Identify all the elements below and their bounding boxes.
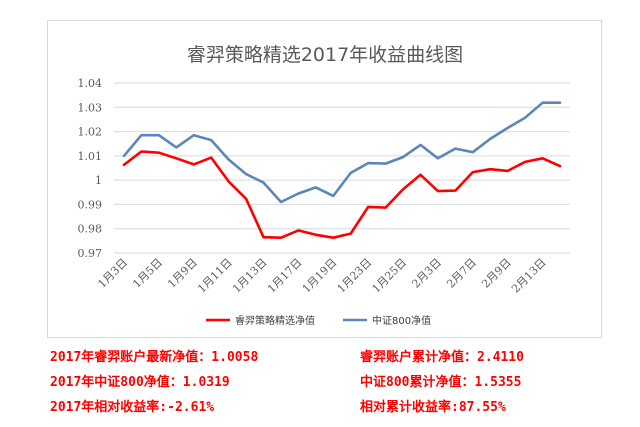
legend-label: 中证800净值 [372,314,431,327]
legend-label: 睿羿策略精选净值 [235,314,315,327]
line-chart: 睿羿策略精选2017年收益曲线图 0.97 0.98 0.99 1 1.01 1.02 1.… [78,44,570,327]
x-tick-label: 2月3日 [409,256,444,291]
x-tick-label: 1月19日 [300,256,340,296]
x-tick-label: 1月9日 [165,256,200,291]
x-tick-label: 1月11日 [195,256,235,296]
stat-cumulative-nav: 睿羿账户累计净值：2.4110 [360,350,524,365]
y-tick-label: 1.04 [78,77,103,90]
stat-csi800-cumulative: 中证800累计净值：1.5355 [360,375,522,390]
y-tick-label: 0.98 [78,223,103,236]
gridlines [114,82,570,254]
y-tick-label: 0.97 [78,247,103,260]
stat-latest-nav: 2017年睿羿账户最新净值：1.0058 [50,350,259,365]
x-tick-label: 2月7日 [444,256,479,291]
y-tick-label: 1.02 [78,126,103,139]
stat-csi800-nav: 2017年中证800净值：1.0319 [50,375,230,390]
x-tick-label: 1月25日 [370,256,410,296]
series-lines [122,101,562,239]
x-tick-label: 2月13日 [509,256,549,296]
x-tick-label: 1月17日 [265,256,305,296]
y-tick-label: 1.01 [78,150,103,163]
stat-relative-cumulative: 相对累计收益率:87.55% [360,400,506,415]
y-tick-label: 1 [95,174,102,187]
x-tick-label: 1月23日 [335,256,375,296]
x-axis: 1月3日 1月5日 1月9日1月11日1月13日1月17日1月19日1月23日1月2… [95,256,548,296]
stat-relative-return: 2017年相对收益率:-2.61% [50,400,215,415]
x-tick-label: 1月3日 [95,256,130,291]
y-tick-label: 1.03 [78,101,103,114]
y-axis: 0.97 0.98 0.99 1 1.01 1.02 1.03 1.04 [78,77,103,260]
x-tick-label: 1月13日 [230,256,270,296]
y-tick-label: 0.99 [78,198,103,211]
legend: 睿羿策略精选净值 中证800净值 [206,314,431,327]
series-line-csi800 [122,101,562,204]
series-line-ruiyi [122,150,562,239]
chart-frame: 睿羿策略精选2017年收益曲线图 0.97 0.98 0.99 1 1.01 1.02 1.… [47,20,602,338]
chart-title: 睿羿策略精选2017年收益曲线图 [187,44,463,66]
x-tick-label: 1月5日 [130,256,165,291]
x-tick-label: 2月9日 [479,256,514,291]
